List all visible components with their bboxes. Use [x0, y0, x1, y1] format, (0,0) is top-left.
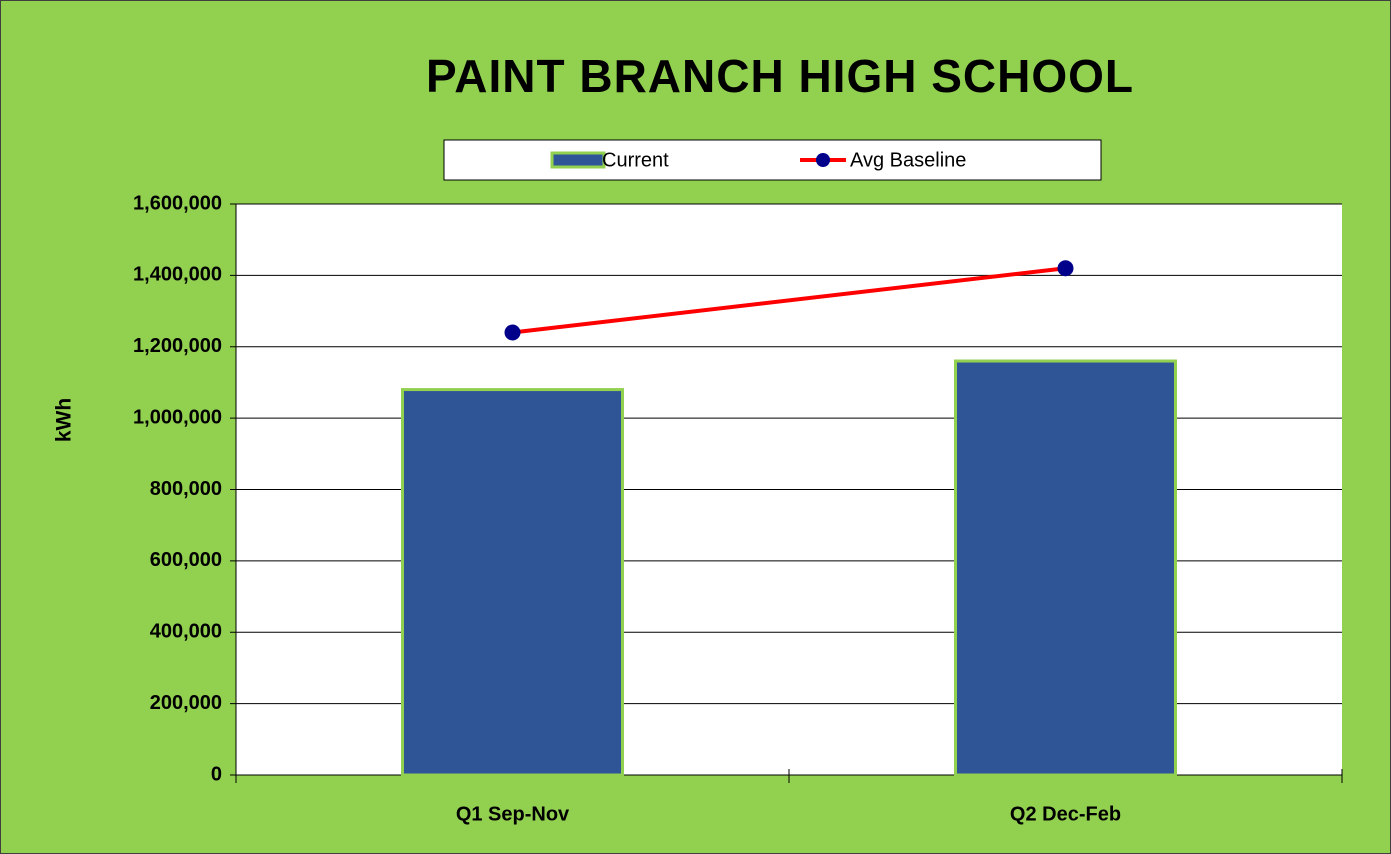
bar — [401, 388, 624, 777]
line-marker — [1057, 260, 1074, 277]
y-tick-label: 1,200,000 — [133, 335, 222, 357]
y-tick-label: 400,000 — [150, 621, 222, 643]
y-tick-label: 1,000,000 — [133, 406, 222, 428]
x-tick-label: Q2 Dec-Feb — [1010, 803, 1121, 825]
bar — [954, 359, 1177, 777]
legend-label: Current — [602, 149, 669, 171]
chart-title: PAINT BRANCH HIGH SCHOOL — [426, 50, 1134, 102]
line — [512, 266, 1066, 335]
legend-marker — [816, 153, 830, 167]
y-tick-label: 1,400,000 — [133, 264, 222, 286]
line-marker — [504, 324, 521, 341]
y-tick-label: 600,000 — [150, 549, 222, 571]
legend-label: Avg Baseline — [850, 149, 966, 171]
y-tick-label: 1,600,000 — [133, 192, 222, 214]
y-axis-label: kWh — [53, 398, 76, 442]
y-tick-label: 800,000 — [150, 478, 222, 500]
x-tick-label: Q1 Sep-Nov — [456, 803, 570, 825]
y-tick-label: 0 — [211, 763, 222, 785]
y-tick-label: 200,000 — [150, 692, 222, 714]
legend — [443, 139, 1102, 181]
legend-swatch — [550, 151, 606, 169]
